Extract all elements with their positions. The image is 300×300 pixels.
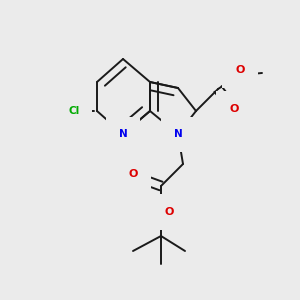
Text: N: N <box>174 129 182 139</box>
Text: O: O <box>164 207 174 217</box>
Text: N: N <box>118 129 127 139</box>
Text: O: O <box>229 104 239 114</box>
Text: O: O <box>128 169 138 179</box>
Text: O: O <box>235 65 245 75</box>
Text: Cl: Cl <box>68 106 80 116</box>
